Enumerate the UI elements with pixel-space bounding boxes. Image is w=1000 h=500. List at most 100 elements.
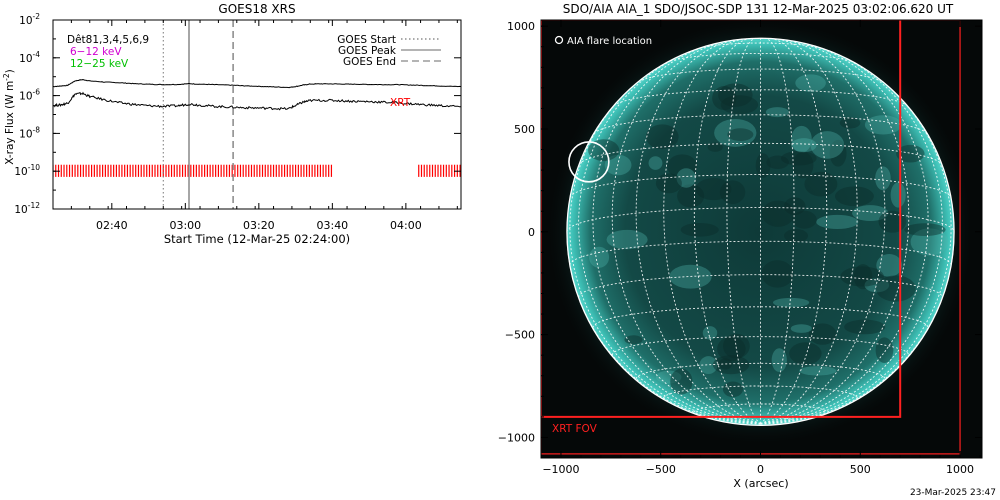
grid-line	[569, 174, 952, 198]
bright-patch	[790, 324, 812, 333]
grid-line	[760, 38, 858, 425]
bright-patch	[910, 228, 949, 256]
grid-line	[760, 77, 952, 425]
y-tick-base: 10	[14, 166, 27, 178]
dark-patch	[588, 139, 620, 162]
x-tick-label: 03:20	[243, 219, 275, 232]
flare-legend-marker	[554, 35, 564, 45]
lightcurve-ylabel: X-ray Flux (W m-2)	[2, 69, 16, 165]
active-regions	[588, 74, 949, 398]
y-tick-exponent: -8	[33, 125, 41, 134]
y-tick-exponent: -10	[28, 163, 40, 172]
y-tick-label: 10-2	[19, 12, 40, 27]
flux-series-short-channel	[53, 91, 461, 111]
lightcurve-plot-data	[53, 20, 461, 209]
y-tick-label: 10-12	[14, 201, 40, 216]
solar-limb	[566, 37, 955, 427]
dark-patch	[844, 319, 886, 335]
dark-patch	[677, 184, 705, 208]
legend-goes-start-label: GOES Start	[337, 34, 396, 46]
y-tick-base: 10	[19, 53, 32, 65]
goes-lightcurve-chart: GOES18 XRS 02:40 03:00 03:20 03:40 04:00 10-…	[2, 2, 462, 246]
bright-patch	[791, 125, 812, 153]
lightcurve-title: GOES18 XRS	[218, 2, 295, 16]
dark-patch	[904, 223, 946, 237]
y-tick-label: 1000	[507, 20, 535, 33]
bright-patch	[876, 254, 903, 277]
dark-patch	[717, 336, 746, 362]
dark-patch	[670, 368, 693, 395]
bright-patch	[799, 366, 837, 376]
y-tick-label: 0	[528, 226, 535, 239]
x-tick-label: 500	[850, 463, 871, 476]
y-tick-label: 10-4	[19, 50, 40, 65]
aia-xlabel: X (arcsec)	[733, 477, 788, 490]
dark-patch	[784, 197, 806, 216]
dark-patch	[722, 381, 743, 398]
render-timestamp: 23-Mar-2025 23:47	[910, 488, 996, 498]
dark-patch	[755, 153, 771, 178]
grid-line	[666, 52, 855, 64]
dark-patch	[718, 83, 753, 107]
y-tick-exponent: -2	[33, 12, 41, 21]
grid-line	[760, 40, 910, 425]
dark-patch	[761, 260, 794, 288]
bright-patch	[852, 205, 889, 222]
x-tick-label: 1000	[946, 463, 974, 476]
dark-patch	[719, 180, 746, 205]
y-tick-label: −1000	[498, 431, 535, 444]
bright-patch	[765, 107, 789, 118]
aia-solar-map: SDO/AIA AIA_1 SDO/JSOC-SDP 131 12-Mar-20…	[498, 2, 996, 498]
dark-patch	[853, 264, 873, 290]
grid-line	[693, 38, 761, 425]
dark-patch	[712, 86, 737, 111]
dark-patch	[655, 173, 682, 194]
heliographic-grid	[566, 37, 955, 425]
bright-patch	[589, 246, 610, 268]
dark-patch	[878, 210, 907, 233]
bright-patch	[890, 182, 906, 208]
grid-line	[569, 240, 952, 266]
bright-patch	[791, 138, 817, 153]
flux-series-long-channel	[53, 79, 461, 89]
bright-patch	[864, 277, 890, 293]
dark-patch	[695, 178, 732, 201]
bright-patch	[771, 348, 787, 373]
dark-patch	[789, 342, 822, 365]
xrt-fov-box-inner	[541, 20, 902, 418]
dark-patch	[804, 171, 838, 197]
grid-line	[569, 77, 761, 425]
dark-patch	[792, 210, 817, 229]
grid-line	[611, 40, 761, 425]
dark-patch	[875, 275, 916, 302]
bright-patch	[702, 326, 718, 340]
grid-line	[578, 274, 943, 298]
dark-patch	[722, 333, 750, 359]
grid-line	[635, 39, 761, 425]
dark-patch	[780, 151, 817, 166]
dark-patch	[792, 151, 814, 179]
lightcurve-xlabel: Start Time (12-Mar-25 02:24:00)	[164, 232, 350, 246]
y-tick-label: 10-10	[14, 163, 40, 178]
solar-disk	[566, 38, 955, 426]
bright-patch	[795, 74, 826, 92]
flare-legend-label: AIA flare location	[567, 36, 652, 47]
lightcurve-legend: GOES Start GOES Peak GOES End	[337, 34, 441, 68]
grid-line	[578, 50, 761, 425]
legend-goes-end-label: GOES End	[343, 56, 396, 68]
flare-location-circle	[568, 141, 610, 183]
y-tick-exponent: -12	[28, 201, 40, 210]
x-tick-label: −500	[646, 463, 676, 476]
dark-patch	[720, 95, 759, 115]
grid-line	[760, 38, 828, 425]
aia-x-ticks: −1000 −500 0 500 1000	[540, 20, 981, 476]
xrt-fov-label: XRT FOV	[552, 423, 598, 435]
bright-patch	[772, 297, 810, 308]
dark-patch	[667, 154, 698, 179]
dark-patch	[707, 142, 723, 152]
y-tick-base: 10	[19, 91, 32, 103]
x-tick-label: 0	[757, 463, 764, 476]
grid-line	[663, 38, 761, 425]
